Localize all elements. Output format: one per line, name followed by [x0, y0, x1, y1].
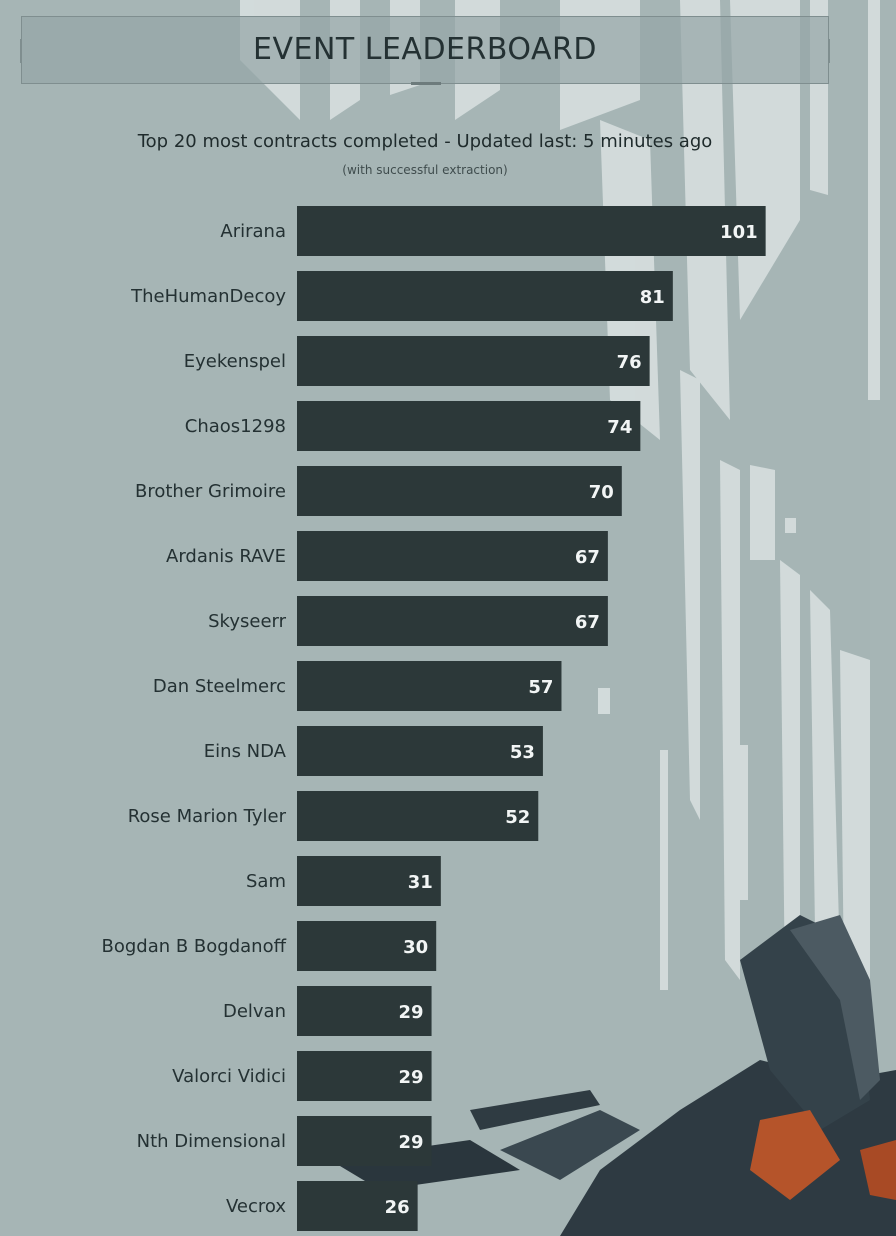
bar-row: Nth Dimensional 29 — [137, 1116, 432, 1166]
bar-category-label: Chaos1298 — [185, 416, 286, 437]
bar-row: Arirana 101 — [220, 206, 766, 256]
bar — [297, 206, 766, 256]
bar-value-label: 31 — [408, 872, 433, 893]
bar-value-label: 81 — [640, 287, 665, 308]
bar-category-label: Sam — [246, 871, 286, 892]
bar-value-label: 76 — [617, 352, 642, 373]
bar-value-label: 70 — [589, 482, 614, 503]
bar — [297, 401, 641, 451]
bar-category-label: Eyekenspel — [184, 351, 286, 372]
bar-category-label: Skyseerr — [208, 611, 286, 632]
bar-row: Skyseerr 67 — [208, 596, 608, 646]
bar-category-label: Delvan — [223, 1001, 286, 1022]
bar — [297, 531, 608, 581]
bar — [297, 1116, 432, 1166]
chart-subtitle: Top 20 most contracts completed - Update… — [137, 131, 713, 152]
bar — [297, 921, 437, 971]
bar-category-label: Ardanis RAVE — [166, 546, 286, 567]
bar-value-label: 67 — [575, 612, 600, 633]
bar-value-label: 30 — [403, 937, 428, 958]
bar — [297, 271, 673, 321]
bar-category-label: Dan Steelmerc — [153, 676, 286, 697]
bar-value-label: 29 — [398, 1132, 423, 1153]
bar-row: Brother Grimoire 70 — [135, 466, 622, 516]
bar — [297, 661, 562, 711]
bar-row: Valorci Vidici 29 — [172, 1051, 432, 1101]
bar-row: Eyekenspel 76 — [184, 336, 650, 386]
bar-row: Dan Steelmerc 57 — [153, 661, 562, 711]
bar — [297, 791, 539, 841]
background-debris — [330, 915, 896, 1236]
bar-row: TheHumanDecoy 81 — [130, 271, 673, 321]
bar — [297, 856, 441, 906]
page-title: EVENT LEADERBOARD — [253, 32, 597, 67]
bar-category-label: Eins NDA — [204, 741, 287, 762]
bar-row: Rose Marion Tyler 52 — [128, 791, 539, 841]
bar — [297, 986, 432, 1036]
bars-group: Arirana 101 TheHumanDecoy 81 Eyekenspel 76 Cha… — [101, 206, 766, 1231]
bar-value-label: 57 — [528, 677, 553, 698]
bar — [297, 1181, 418, 1231]
bar — [297, 596, 608, 646]
bar-category-label: Vecrox — [226, 1196, 286, 1217]
bar — [297, 1051, 432, 1101]
bar-value-label: 29 — [398, 1067, 423, 1088]
bar-value-label: 67 — [575, 547, 600, 568]
bar-value-label: 74 — [607, 417, 632, 438]
bar-value-label: 101 — [720, 222, 758, 243]
bar-row: Sam 31 — [246, 856, 441, 906]
bar-category-label: Brother Grimoire — [135, 481, 286, 502]
bar-category-label: Rose Marion Tyler — [128, 806, 287, 827]
bar-category-label: TheHumanDecoy — [130, 286, 286, 307]
bar-category-label: Arirana — [220, 221, 286, 242]
bar-row: Delvan 29 — [223, 986, 432, 1036]
bar-row: Bogdan B Bogdanoff 30 — [101, 921, 437, 971]
chart-note: (with successful extraction) — [342, 163, 508, 177]
bar — [297, 726, 543, 776]
bar-row: Vecrox 26 — [226, 1181, 418, 1231]
header-underline-divider — [411, 82, 441, 85]
bar-value-label: 53 — [510, 742, 535, 763]
bar-value-label: 26 — [385, 1197, 410, 1218]
bar-category-label: Bogdan B Bogdanoff — [101, 936, 286, 957]
bar — [297, 336, 650, 386]
bar-value-label: 29 — [398, 1002, 423, 1023]
bar-row: Eins NDA 53 — [204, 726, 543, 776]
bar-value-label: 52 — [505, 807, 530, 828]
bar-row: Chaos1298 74 — [185, 401, 641, 451]
bar-row: Ardanis RAVE 67 — [166, 531, 608, 581]
bar-category-label: Valorci Vidici — [172, 1066, 286, 1087]
bar-category-label: Nth Dimensional — [137, 1131, 286, 1152]
bar — [297, 466, 622, 516]
